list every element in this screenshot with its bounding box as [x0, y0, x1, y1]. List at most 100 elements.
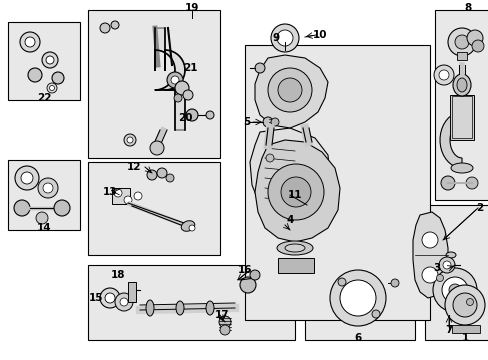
Bar: [88, 10, 220, 158]
Bar: [424, 205, 488, 340]
Bar: [456, 52, 466, 60]
Text: 10: 10: [312, 30, 326, 40]
Ellipse shape: [456, 78, 466, 92]
Circle shape: [52, 72, 64, 84]
Circle shape: [220, 325, 229, 335]
Text: 18: 18: [110, 270, 125, 280]
Circle shape: [442, 261, 450, 269]
Polygon shape: [155, 28, 184, 130]
Polygon shape: [249, 128, 329, 222]
Circle shape: [100, 23, 110, 33]
Circle shape: [278, 78, 302, 102]
Ellipse shape: [276, 241, 312, 255]
Text: 20: 20: [177, 113, 192, 123]
Circle shape: [444, 285, 484, 325]
Circle shape: [150, 141, 163, 155]
Text: 4: 4: [286, 215, 293, 225]
Bar: [88, 265, 294, 340]
Circle shape: [452, 293, 476, 317]
Circle shape: [433, 65, 453, 85]
Circle shape: [339, 280, 375, 316]
Bar: [305, 255, 414, 340]
Ellipse shape: [181, 221, 194, 231]
Text: 1: 1: [461, 333, 468, 343]
Bar: [278, 258, 313, 273]
Circle shape: [105, 293, 115, 303]
Polygon shape: [412, 212, 447, 298]
Circle shape: [281, 177, 310, 207]
Ellipse shape: [445, 252, 455, 258]
Circle shape: [454, 35, 468, 49]
Circle shape: [284, 179, 295, 191]
Circle shape: [174, 94, 182, 102]
Circle shape: [438, 257, 454, 273]
Bar: [244, 45, 429, 320]
Circle shape: [421, 267, 437, 283]
Bar: [434, 10, 488, 200]
Text: 2: 2: [475, 203, 483, 213]
Circle shape: [175, 81, 189, 95]
Text: 7: 7: [445, 325, 452, 335]
Text: 17: 17: [214, 310, 229, 320]
Circle shape: [267, 164, 324, 220]
Ellipse shape: [285, 244, 305, 252]
Circle shape: [254, 63, 264, 73]
Bar: [88, 162, 220, 255]
Circle shape: [219, 316, 230, 328]
Circle shape: [270, 24, 298, 52]
Circle shape: [14, 200, 30, 216]
Circle shape: [465, 177, 477, 189]
Circle shape: [49, 85, 54, 90]
Text: 19: 19: [184, 3, 199, 13]
Circle shape: [185, 109, 198, 121]
Ellipse shape: [146, 300, 154, 316]
Bar: [449, 95, 473, 140]
Text: 8: 8: [464, 3, 470, 13]
Text: 3: 3: [432, 263, 440, 273]
Circle shape: [270, 118, 279, 126]
Circle shape: [15, 166, 39, 190]
Bar: [112, 188, 130, 204]
Circle shape: [43, 183, 53, 193]
Ellipse shape: [452, 74, 470, 96]
Circle shape: [267, 68, 311, 112]
Circle shape: [371, 310, 379, 318]
Circle shape: [276, 30, 292, 46]
Circle shape: [46, 56, 54, 64]
Text: 6: 6: [354, 333, 361, 343]
Circle shape: [421, 232, 437, 248]
Circle shape: [111, 21, 119, 29]
Bar: [451, 325, 479, 333]
Circle shape: [466, 298, 472, 306]
Circle shape: [36, 212, 48, 224]
Circle shape: [432, 268, 476, 312]
Circle shape: [114, 189, 122, 197]
Circle shape: [183, 90, 193, 100]
Circle shape: [441, 277, 467, 303]
Circle shape: [54, 200, 70, 216]
Circle shape: [157, 168, 167, 178]
Circle shape: [120, 298, 128, 306]
Circle shape: [447, 28, 475, 56]
Text: 14: 14: [37, 223, 51, 233]
Text: 16: 16: [237, 265, 252, 275]
Circle shape: [165, 174, 174, 182]
Circle shape: [436, 274, 443, 282]
Text: 9: 9: [272, 33, 279, 43]
Polygon shape: [254, 55, 327, 128]
Circle shape: [448, 284, 460, 296]
Circle shape: [100, 288, 120, 308]
Circle shape: [25, 37, 35, 47]
Circle shape: [28, 68, 42, 82]
Circle shape: [390, 279, 398, 287]
Circle shape: [301, 206, 308, 214]
Circle shape: [147, 170, 157, 180]
Circle shape: [38, 178, 58, 198]
Polygon shape: [254, 140, 339, 242]
Circle shape: [171, 76, 179, 84]
Circle shape: [249, 270, 260, 280]
Text: 11: 11: [287, 190, 302, 200]
Ellipse shape: [176, 301, 183, 315]
Circle shape: [471, 40, 483, 52]
Ellipse shape: [205, 301, 214, 315]
